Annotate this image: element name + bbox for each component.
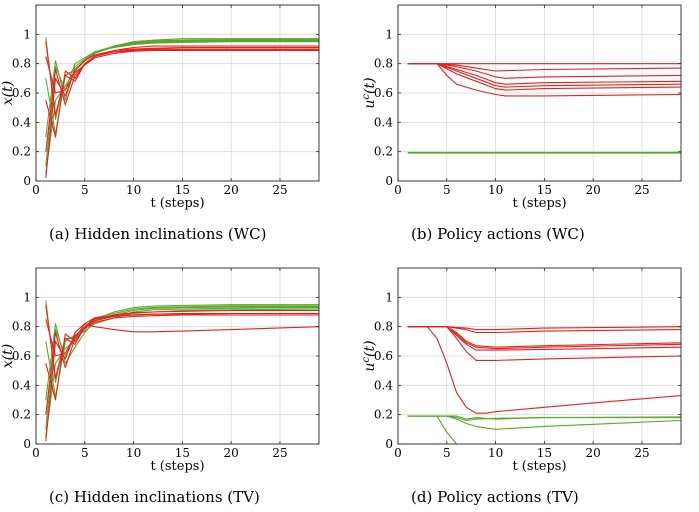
y-tick-label: 0.6 — [374, 86, 393, 100]
y-tick-label: 1 — [385, 290, 393, 304]
x-tick-label: 25 — [272, 183, 287, 197]
y-tick-label: 0 — [385, 437, 393, 451]
series-line-green — [407, 415, 681, 430]
y-tick-label: 0 — [23, 174, 31, 188]
x-tick-label: 10 — [488, 446, 503, 460]
x-tick-label: 0 — [32, 446, 40, 460]
x-tick-label: 5 — [81, 183, 89, 197]
series-line-green — [407, 415, 458, 444]
x-tick-label: 10 — [126, 183, 141, 197]
series-line-red — [45, 312, 319, 401]
x-axis-label: t (steps) — [150, 459, 204, 474]
x-tick-label: 25 — [634, 183, 649, 197]
series-line-red — [45, 49, 319, 152]
y-tick-label: 0 — [23, 437, 31, 451]
series-line-green — [45, 307, 319, 430]
x-tick-label: 10 — [126, 446, 141, 460]
x-tick-label: 5 — [443, 183, 451, 197]
y-tick-label: 0.2 — [374, 408, 393, 422]
panel-hidden-inclinations-wc: 0 5 10 15 20 25 0 0.2 0.4 0.6 0.8 1 t (steps) x(t) — [0, 4, 320, 211]
x-tick-label: 15 — [175, 446, 190, 460]
x-axis-label: t (steps) — [150, 196, 204, 211]
y-tick-label: 0.8 — [12, 57, 31, 71]
caption-c: (c) Hidden inclinations (TV) — [49, 488, 260, 506]
caption-b: (b) Policy actions (WC) — [411, 225, 585, 243]
series-group — [407, 63, 681, 154]
y-tick-label: 0.6 — [374, 349, 393, 363]
y-axis-label: uc(t) — [361, 340, 379, 371]
y-tick-label: 0.8 — [374, 57, 393, 71]
x-tick-label: 15 — [175, 183, 190, 197]
x-tick-label: 20 — [224, 446, 239, 460]
x-axis-label: t (steps) — [512, 459, 566, 474]
series-line-green — [45, 41, 319, 167]
caption-d: (d) Policy actions (TV) — [411, 488, 579, 506]
x-tick-label: 15 — [537, 183, 552, 197]
x-tick-label: 0 — [394, 183, 402, 197]
x-tick-label: 20 — [586, 183, 601, 197]
series-line-red — [407, 326, 681, 414]
series-line-red — [45, 323, 319, 415]
x-tick-label: 20 — [586, 446, 601, 460]
y-tick-label: 0.2 — [12, 145, 31, 159]
x-tick-label: 5 — [443, 446, 451, 460]
x-tick-label: 20 — [224, 183, 239, 197]
caption-a: (a) Hidden inclinations (WC) — [49, 225, 267, 243]
panel-policy-actions-wc: 0 5 10 15 20 25 0 0.2 0.4 0.6 0.8 1 t (steps) uc(t) — [361, 4, 682, 211]
y-tick-label: 0.2 — [374, 145, 393, 159]
series-group — [407, 326, 681, 444]
x-axis-label: t (steps) — [512, 196, 566, 211]
x-tick-label: 0 — [32, 183, 40, 197]
series-line-red — [407, 63, 681, 91]
y-tick-label: 0.4 — [374, 378, 393, 392]
y-tick-label: 0.8 — [12, 320, 31, 334]
y-tick-label: 0.6 — [12, 349, 31, 363]
x-tick-label: 25 — [272, 446, 287, 460]
y-tick-label: 0.4 — [12, 378, 31, 392]
y-tick-label: 0.4 — [374, 115, 393, 129]
panel-policy-actions-tv: 0 5 10 15 20 25 0 0.2 0.4 0.6 0.8 1 t (steps) uc(t) — [361, 267, 682, 474]
y-axis-label: x(t) — [0, 344, 16, 368]
series-line-red — [45, 46, 319, 179]
y-tick-label: 0.2 — [12, 408, 31, 422]
x-tick-label: 10 — [488, 183, 503, 197]
series-line-red — [45, 49, 319, 94]
y-tick-label: 0.6 — [12, 86, 31, 100]
y-axis-label: x(t) — [0, 81, 16, 105]
series-line-red — [407, 326, 681, 361]
series-group — [45, 37, 319, 179]
y-tick-label: 0.4 — [12, 115, 31, 129]
y-axis-label: uc(t) — [361, 77, 379, 108]
x-tick-label: 5 — [81, 446, 89, 460]
y-tick-label: 0 — [385, 174, 393, 188]
series-line-red — [45, 314, 319, 357]
x-tick-label: 15 — [537, 446, 552, 460]
series-line-red — [45, 312, 319, 442]
series-line-red — [407, 63, 681, 97]
x-tick-label: 0 — [394, 446, 402, 460]
series-group — [45, 300, 319, 442]
y-tick-label: 0.8 — [374, 320, 393, 334]
y-tick-label: 1 — [385, 27, 393, 41]
x-tick-label: 25 — [634, 446, 649, 460]
y-tick-label: 1 — [23, 290, 31, 304]
y-tick-label: 1 — [23, 27, 31, 41]
panel-hidden-inclinations-tv: 0 5 10 15 20 25 0 0.2 0.4 0.6 0.8 1 t (steps) x(t) — [0, 267, 320, 474]
